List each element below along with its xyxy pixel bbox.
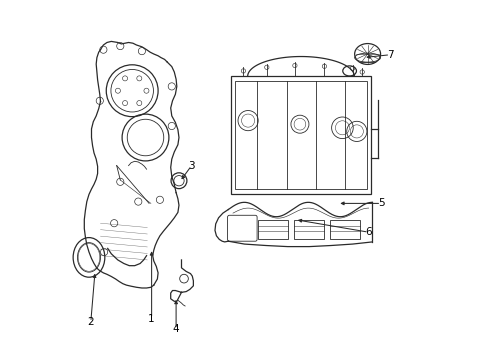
Text: 5: 5 (377, 198, 384, 208)
Text: 4: 4 (172, 324, 179, 334)
Text: 7: 7 (386, 50, 393, 60)
Text: 2: 2 (87, 317, 94, 327)
Text: 1: 1 (148, 314, 155, 324)
Bar (294, 220, 323, 239)
Text: 3: 3 (188, 161, 195, 171)
Text: 6: 6 (365, 227, 371, 237)
Bar (230, 76, 370, 194)
Bar (329, 220, 359, 239)
Bar (258, 220, 287, 239)
Bar (235, 81, 366, 189)
